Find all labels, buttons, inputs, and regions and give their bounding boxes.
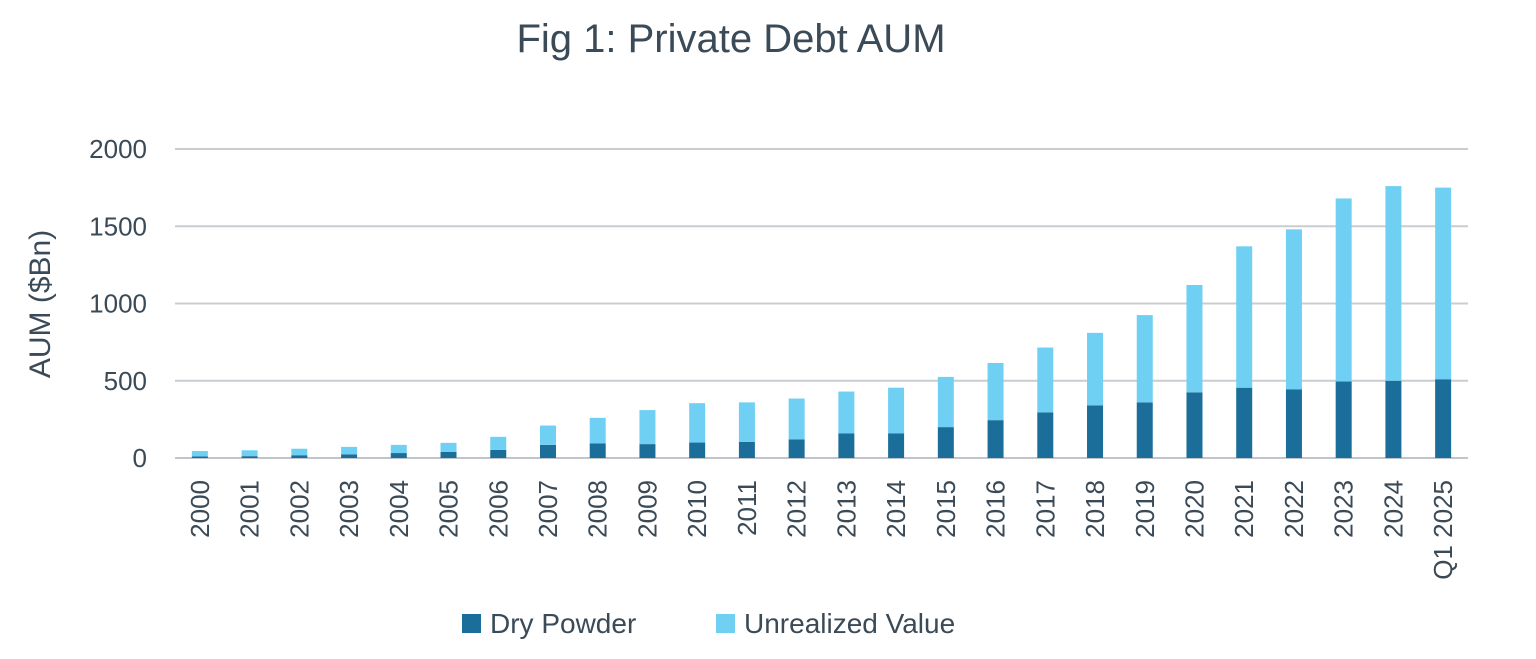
bar-dry-powder (241, 456, 258, 458)
bar-dry-powder (987, 420, 1004, 458)
legend-label: Unrealized Value (744, 608, 955, 639)
x-tick-label: 2023 (1329, 480, 1359, 538)
bar-dry-powder (689, 442, 706, 458)
bar-unrealized-value (888, 387, 905, 434)
bar-dry-powder (191, 456, 208, 458)
y-tick-label: 1500 (89, 211, 147, 241)
bar-unrealized-value (639, 410, 656, 445)
bar-dry-powder (1335, 381, 1352, 458)
x-tick-label: 2007 (533, 480, 563, 538)
x-tick-label: Q1 2025 (1428, 480, 1458, 580)
x-tick-label: 2021 (1229, 480, 1259, 538)
bar-unrealized-value (390, 444, 407, 454)
y-axis-label: AUM ($Bn) (24, 230, 57, 378)
x-tick-label: 2024 (1378, 480, 1408, 538)
legend-swatch (716, 614, 735, 633)
bar-unrealized-value (191, 451, 208, 457)
bar-dry-powder (390, 453, 407, 458)
x-tick-label: 2012 (782, 480, 812, 538)
bar-dry-powder (1087, 405, 1104, 458)
y-tick-label: 0 (133, 443, 147, 473)
bar-dry-powder (888, 433, 905, 458)
bar-dry-powder (1385, 380, 1402, 458)
y-tick-label: 1000 (89, 289, 147, 319)
bar-dry-powder (589, 443, 606, 458)
bar-unrealized-value (1087, 332, 1104, 406)
bar-unrealized-value (1236, 246, 1253, 388)
bar-unrealized-value (987, 362, 1004, 421)
bar-unrealized-value (1136, 315, 1153, 403)
x-tick-label: 2019 (1130, 480, 1160, 538)
x-tick-label: 2017 (1030, 480, 1060, 538)
x-tick-label: 2016 (981, 480, 1011, 538)
bar-unrealized-value (341, 446, 358, 455)
legend-label: Dry Powder (490, 608, 636, 639)
bar-dry-powder (1136, 402, 1153, 458)
bar-dry-powder (539, 444, 556, 458)
bar-unrealized-value (291, 448, 308, 456)
bars (191, 186, 1452, 458)
bar-dry-powder (1285, 389, 1302, 458)
bar-dry-powder (341, 454, 358, 458)
bar-unrealized-value (490, 436, 507, 450)
bar-dry-powder (1435, 379, 1452, 458)
bar-unrealized-value (937, 376, 954, 428)
x-tick-label: 2005 (434, 480, 464, 538)
bar-dry-powder (440, 451, 457, 458)
bar-unrealized-value (788, 398, 805, 440)
bar-dry-powder (1037, 412, 1054, 458)
x-tick-label: 2018 (1080, 480, 1110, 538)
x-tick-labels: 2000 2001 2002 2003 2004 2005 2006 2007 2008 2009… (185, 480, 1458, 580)
x-tick-label: 2004 (384, 480, 414, 538)
legend-swatch (462, 614, 481, 633)
bar-unrealized-value (1385, 186, 1402, 381)
x-tick-label: 2002 (284, 480, 314, 538)
bar-unrealized-value (241, 450, 258, 457)
bar-unrealized-value (539, 425, 556, 445)
x-tick-label: 2009 (632, 480, 662, 538)
bar-dry-powder (788, 439, 805, 458)
x-tick-label: 2010 (682, 480, 712, 538)
bar-dry-powder (838, 433, 855, 458)
x-tick-label: 2003 (334, 480, 364, 538)
bar-unrealized-value (838, 391, 855, 434)
chart-title: Fig 1: Private Debt AUM (516, 17, 945, 61)
bar-unrealized-value (1037, 347, 1054, 413)
bar-unrealized-value (1186, 284, 1203, 393)
bar-dry-powder (1186, 392, 1203, 458)
legend: Dry Powder Unrealized Value (462, 608, 955, 639)
x-tick-label: 2000 (185, 480, 215, 538)
x-tick-label: 2001 (235, 480, 265, 538)
bar-dry-powder (738, 441, 755, 458)
bar-unrealized-value (689, 403, 706, 443)
bar-dry-powder (937, 427, 954, 458)
x-tick-label: 2011 (732, 480, 762, 536)
bar-unrealized-value (738, 402, 755, 442)
x-tick-label: 2022 (1279, 480, 1309, 538)
bar-unrealized-value (1435, 187, 1452, 380)
y-tick-labels: 0 500 1000 1500 2000 (89, 134, 147, 473)
gridlines (175, 148, 1468, 459)
bar-dry-powder (639, 444, 656, 458)
x-tick-label: 2008 (583, 480, 613, 538)
x-tick-label: 2020 (1179, 480, 1209, 538)
x-tick-label: 2006 (483, 480, 513, 538)
y-tick-label: 2000 (89, 134, 147, 164)
bar-unrealized-value (589, 417, 606, 444)
x-tick-label: 2015 (931, 480, 961, 538)
bar-dry-powder (291, 455, 308, 458)
x-tick-label: 2013 (831, 480, 861, 538)
x-tick-label: 2014 (881, 480, 911, 538)
bar-dry-powder (490, 449, 507, 458)
bar-dry-powder (1236, 387, 1253, 458)
bar-unrealized-value (440, 442, 457, 452)
bar-unrealized-value (1335, 198, 1352, 382)
bar-unrealized-value (1285, 229, 1302, 390)
y-tick-label: 500 (104, 366, 147, 396)
